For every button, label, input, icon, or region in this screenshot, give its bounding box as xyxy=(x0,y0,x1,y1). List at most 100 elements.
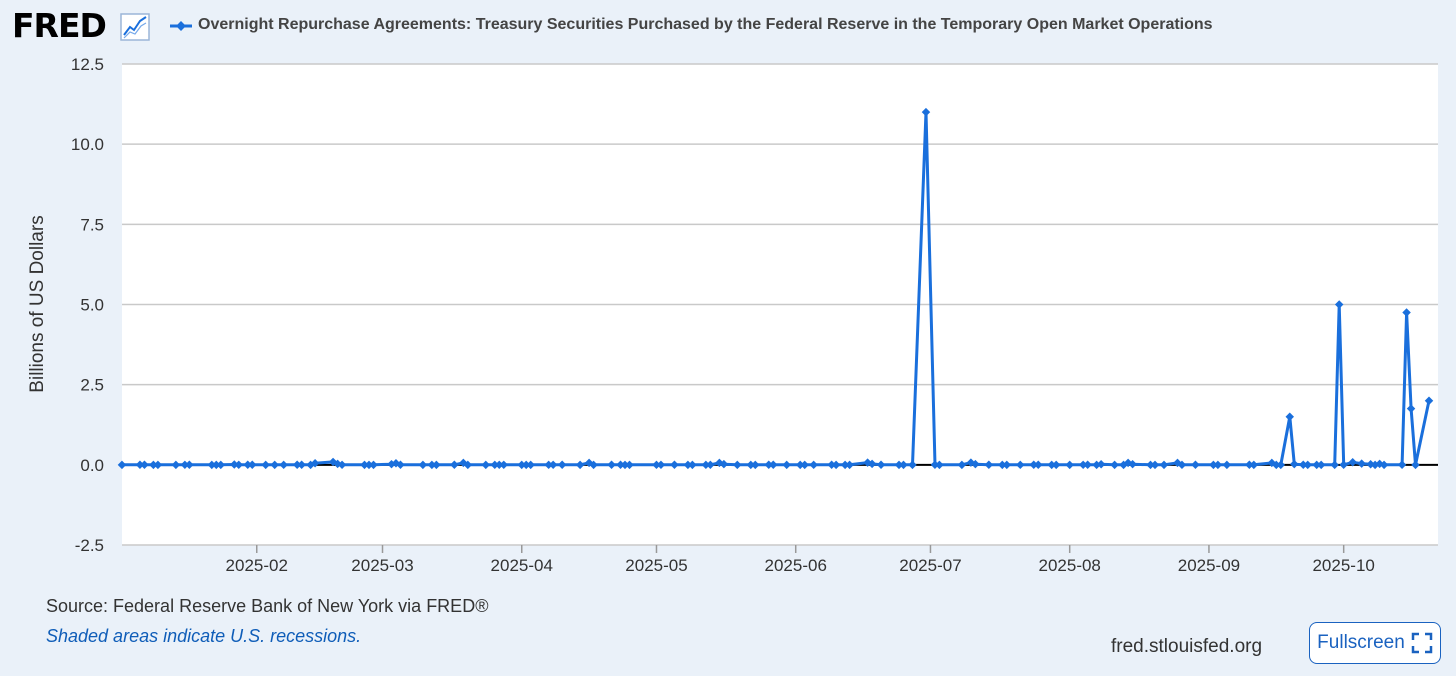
y-tick-label: -2.5 xyxy=(75,536,104,555)
data-point-marker xyxy=(337,460,347,470)
data-point-marker xyxy=(616,460,625,470)
data-point-marker xyxy=(396,460,405,470)
data-point-marker xyxy=(840,460,850,470)
data-point-marker xyxy=(243,460,252,470)
data-point-marker xyxy=(526,460,535,470)
line-graph-icon[interactable] xyxy=(120,13,150,41)
data-point-marker xyxy=(153,460,163,470)
data-point-marker xyxy=(495,460,504,470)
fred-logo[interactable]: FRED xyxy=(12,6,107,45)
data-point-marker xyxy=(1150,460,1160,470)
y-tick-label: 0.0 xyxy=(80,456,104,475)
data-point-marker xyxy=(270,460,279,470)
y-tick-label: 10.0 xyxy=(71,135,104,154)
data-point-marker xyxy=(360,460,369,470)
data-point-marker xyxy=(670,460,679,470)
fullscreen-label: Fullscreen xyxy=(1317,632,1405,653)
source-note: Source: Federal Reserve Bank of New York… xyxy=(46,596,489,616)
data-point-marker xyxy=(1406,404,1416,413)
y-tick-label: 2.5 xyxy=(80,376,104,395)
data-point-marker xyxy=(1411,460,1420,470)
data-point-marker xyxy=(481,460,491,470)
x-tick-label: 2025-02 xyxy=(226,556,288,575)
site-url[interactable]: fred.stlouisfed.org xyxy=(1111,636,1263,657)
chart-header: FRED Overnight Repurchase Agreements: Tr… xyxy=(0,0,1456,52)
data-point-marker xyxy=(831,460,841,470)
series-overnight-repo xyxy=(117,107,1434,470)
y-axis-label: Billions of US Dollars xyxy=(27,215,48,392)
data-point-marker xyxy=(432,460,441,470)
data-point-marker xyxy=(957,460,967,470)
data-point-marker xyxy=(261,460,270,470)
data-point-marker xyxy=(418,460,428,470)
fullscreen-button[interactable]: Fullscreen xyxy=(1309,622,1441,664)
x-tick-label: 2025-03 xyxy=(351,556,413,575)
x-tick-label: 2025-07 xyxy=(899,556,961,575)
data-point-marker xyxy=(135,460,145,470)
data-point-marker xyxy=(908,460,917,470)
data-point-marker xyxy=(1330,460,1339,470)
data-point-marker xyxy=(185,460,194,470)
data-point-marker xyxy=(1299,460,1308,470)
recession-note: Shaded areas indicate U.S. recessions. xyxy=(46,626,362,646)
data-point-marker xyxy=(499,460,509,470)
data-point-marker xyxy=(292,460,302,470)
data-point-marker xyxy=(1083,460,1092,470)
data-point-marker xyxy=(557,460,567,470)
x-tick-label: 2025-08 xyxy=(1039,556,1101,575)
y-tick-label: 5.0 xyxy=(80,296,104,315)
data-point-marker xyxy=(369,460,378,470)
data-point-marker xyxy=(625,460,634,470)
x-tick-label: 2025-05 xyxy=(625,556,687,575)
data-point-marker xyxy=(1065,460,1074,470)
y-tick-label: 12.5 xyxy=(71,55,104,74)
data-point-marker xyxy=(930,460,940,470)
data-point-marker xyxy=(607,460,616,470)
data-point-marker xyxy=(589,460,598,470)
data-point-marker xyxy=(427,460,437,470)
data-point-marker xyxy=(719,459,729,469)
data-point-marker xyxy=(548,460,558,470)
expand-icon xyxy=(1411,632,1433,654)
data-point-marker xyxy=(845,460,854,470)
data-point-marker xyxy=(1177,460,1187,470)
data-point-marker xyxy=(809,460,818,470)
y-tick-label: 7.5 xyxy=(80,215,104,234)
data-point-marker xyxy=(297,460,306,470)
data-point-marker xyxy=(171,460,181,470)
data-point-marker xyxy=(876,460,886,470)
data-point-marker xyxy=(544,460,553,470)
data-point-marker xyxy=(764,460,773,470)
x-tick-label: 2025-04 xyxy=(491,556,553,575)
data-point-marker xyxy=(1424,396,1434,405)
data-point-marker xyxy=(234,460,244,470)
data-point-marker xyxy=(248,460,257,470)
data-point-marker xyxy=(1146,460,1155,470)
data-point-marker xyxy=(490,460,500,470)
chart-title[interactable]: Overnight Repurchase Agreements: Treasur… xyxy=(198,16,1213,33)
data-point-marker xyxy=(899,460,908,470)
x-tick-label: 2025-10 xyxy=(1312,556,1374,575)
data-point-marker xyxy=(140,460,149,470)
data-point-marker xyxy=(935,460,944,470)
data-point-marker xyxy=(1159,460,1169,470)
data-point-marker xyxy=(971,459,980,469)
data-point-marker xyxy=(652,460,661,470)
data-point-marker xyxy=(279,460,288,470)
data-point-marker xyxy=(216,460,226,470)
legend-series-swatch xyxy=(170,21,192,31)
data-point-marker xyxy=(867,459,877,469)
data-point-marker xyxy=(1339,460,1348,470)
data-point-marker xyxy=(733,460,742,470)
data-point-marker xyxy=(1213,460,1223,470)
x-tick-label: 2025-09 xyxy=(1178,556,1240,575)
x-axis-ticks: 2025-02 2025-03 2025-04 2025-05 2025-06 2025-… xyxy=(226,545,1375,575)
data-point-marker xyxy=(1016,460,1025,470)
x-tick-label: 2025-06 xyxy=(765,556,827,575)
data-point-marker xyxy=(620,460,630,470)
data-point-marker xyxy=(1222,460,1232,470)
data-point-marker xyxy=(450,460,459,470)
data-point-marker xyxy=(827,460,836,470)
y-axis-ticks: 12.5 10.0 7.5 5.0 2.5 0.0 -2.5 xyxy=(71,55,104,555)
line-chart: Billions of US Dollars 12.5 10.0 7.5 5.0 2.5… xyxy=(27,55,1438,575)
